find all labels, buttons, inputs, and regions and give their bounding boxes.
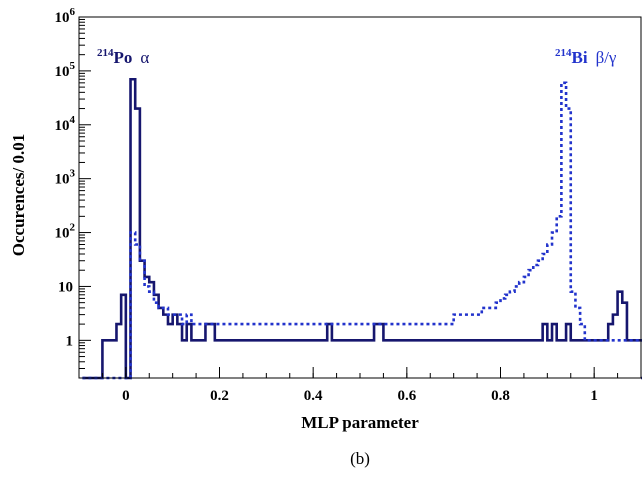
y-tick-label: 102 (55, 222, 76, 242)
annotation-po: 214Po α (97, 47, 149, 67)
series-bi-dotted-line (82, 81, 642, 380)
x-tick-label: 0 (122, 388, 130, 404)
annotation-bi-name: Bi (572, 48, 588, 67)
annotation-po-particle: α (140, 48, 149, 67)
x-tick-label: 0.4 (304, 388, 323, 404)
y-axis-title: Occurences/ 0.01 (9, 134, 28, 256)
annotation-bi-mass: 214 (555, 47, 572, 59)
x-tick-label: 1 (590, 388, 598, 404)
y-tick-label: 10 (58, 279, 73, 295)
x-tick-label: 0.6 (397, 388, 416, 404)
x-tick-label: 0.8 (491, 388, 510, 404)
y-axis: 1 10 102 103 104 105 106 (55, 6, 91, 379)
series-layer (82, 77, 642, 380)
annotation-bi-particle: β/γ (596, 48, 617, 67)
annotation-po-mass: 214 (97, 47, 114, 59)
y-tick-label: 106 (55, 6, 76, 26)
x-axis: 0 0.2 0.4 0.6 0.8 1 (78, 367, 642, 404)
annotation-bi: 214Bi β/γ (555, 47, 617, 67)
series-po-solid-line (82, 77, 642, 380)
y-tick-label: 105 (55, 60, 76, 80)
y-tick-label: 103 (55, 168, 76, 188)
x-axis-title: MLP parameter (301, 413, 419, 432)
annotation-po-name: Po (114, 48, 133, 67)
x-tick-label: 0.2 (210, 388, 229, 404)
y-tick-label: 104 (55, 114, 76, 134)
y-tick-label: 1 (66, 333, 74, 349)
figure-caption: (b) (350, 449, 370, 468)
